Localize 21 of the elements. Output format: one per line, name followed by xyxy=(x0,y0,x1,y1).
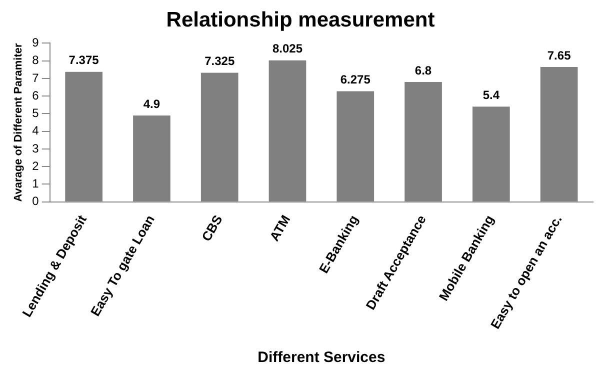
data-label: 6.8 xyxy=(414,63,432,78)
data-label: 8.025 xyxy=(272,42,303,56)
data-label: 7.375 xyxy=(68,53,100,68)
y-tick-label: 1 xyxy=(32,176,40,191)
y-tick-label: 4 xyxy=(32,124,40,138)
data-label: 7.325 xyxy=(204,54,235,68)
data-label: 7.65 xyxy=(547,48,572,62)
y-axis-title: Avarage of Different Paramiter xyxy=(12,42,25,202)
y-tick-label: 9 xyxy=(32,36,40,50)
data-label: 5.4 xyxy=(482,88,500,102)
y-tick-label: 2 xyxy=(32,158,40,173)
y-tick-label: 0 xyxy=(32,194,40,208)
data-label: 4.9 xyxy=(143,96,160,111)
y-tick-label: 8 xyxy=(32,53,40,68)
y-tick-label: 7 xyxy=(32,70,40,85)
data-label: 6.275 xyxy=(340,72,371,87)
y-tick-label: 6 xyxy=(32,88,40,102)
y-tick-label: 3 xyxy=(32,141,40,156)
y-tick-label: 5 xyxy=(32,106,40,120)
chart-title: Relationship measurement xyxy=(166,8,435,32)
x-axis-title: Different Services xyxy=(258,349,386,366)
